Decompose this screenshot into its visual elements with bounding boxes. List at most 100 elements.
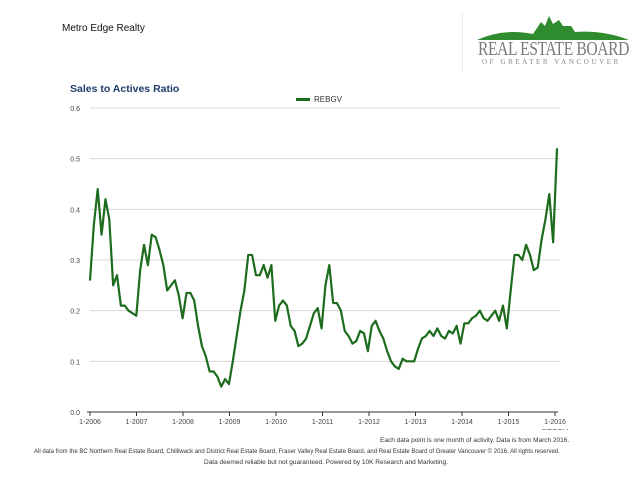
data-point (228, 383, 230, 385)
data-point (255, 274, 257, 276)
y-tick-label: 0.2 (70, 309, 80, 316)
data-point (440, 335, 442, 337)
data-point (498, 320, 500, 322)
x-tick-label: 1-2012 (358, 419, 380, 426)
data-point (413, 360, 415, 362)
data-point (282, 299, 284, 302)
data-point (189, 292, 191, 294)
data-point (336, 302, 338, 304)
x-tick-label: 1-2009 (219, 419, 241, 426)
data-point (517, 254, 520, 256)
data-point (239, 310, 242, 312)
x-tick-label: 1-2008 (172, 419, 194, 426)
data-point (525, 244, 527, 246)
legend: REBGV (296, 95, 342, 104)
data-point (540, 239, 543, 241)
data-point (166, 289, 168, 291)
data-point (290, 325, 292, 327)
data-point (521, 259, 523, 261)
data-point (301, 343, 303, 345)
data-point (378, 330, 381, 332)
data-point (286, 305, 288, 307)
data-point (313, 312, 315, 314)
company-name: Metro Edge Realty (62, 23, 145, 34)
x-tick-label: 1-2011 (312, 419, 333, 426)
data-point (417, 348, 419, 350)
data-point (104, 198, 107, 200)
data-point (394, 365, 396, 367)
rebgv-logo (462, 12, 633, 72)
data-point (405, 360, 408, 362)
data-point (513, 254, 516, 256)
data-point (355, 340, 357, 342)
data-point (382, 337, 384, 340)
data-point (162, 264, 164, 266)
data-point (193, 299, 195, 302)
data-point (463, 322, 465, 324)
footer-disclaimer: Data deemed reliable but not guaranteed.… (204, 459, 448, 466)
data-point (131, 312, 134, 314)
data-point (158, 249, 161, 251)
logo-subtext: OF GREATER VANCOUVER (482, 58, 621, 66)
data-point (340, 310, 342, 312)
data-point (324, 284, 327, 286)
data-point (247, 254, 249, 256)
data-point (182, 317, 184, 319)
data-point (432, 335, 435, 337)
data-point (486, 320, 489, 322)
data-point (112, 284, 114, 286)
data-point (552, 241, 554, 243)
data-point (475, 315, 477, 317)
data-point (494, 310, 496, 312)
footer-note: Each data point is one month of activity… (380, 437, 570, 444)
data-point (124, 305, 126, 307)
skyline-logo-icon (477, 16, 629, 40)
legend-swatch (296, 98, 310, 101)
series-line-rebgv (88, 148, 559, 388)
data-point (139, 269, 141, 271)
data-point (97, 188, 99, 190)
data-point (375, 320, 377, 322)
data-point (251, 254, 253, 256)
data-point (89, 279, 91, 281)
logo-text: REAL ESTATE BOARD (478, 38, 630, 60)
data-point (278, 305, 280, 307)
data-point (232, 360, 234, 362)
data-point (293, 330, 296, 332)
data-point (93, 223, 95, 226)
data-point (220, 386, 222, 388)
data-point (147, 264, 149, 266)
footer-sources: All data from the BC Northern Real Estat… (34, 449, 560, 455)
data-point (347, 335, 350, 337)
x-tick-label: 1-2007 (126, 419, 148, 426)
data-point (332, 302, 334, 304)
data-point (270, 264, 272, 266)
y-tick-label: 0.5 (70, 157, 80, 164)
x-tick-label: 1-2014 (451, 419, 473, 426)
x-tick-label: 1-2013 (405, 419, 427, 426)
x-axis-label: REBGV (542, 427, 568, 430)
data-point (502, 305, 504, 307)
y-tick-label: 0.4 (70, 207, 80, 214)
data-point (367, 350, 369, 352)
data-point (479, 310, 481, 312)
data-point (344, 330, 346, 332)
data-point (216, 375, 218, 378)
data-point (178, 294, 180, 297)
data-point (135, 315, 137, 317)
data-point (510, 289, 512, 291)
data-point (100, 234, 103, 236)
chart-title: Sales to Actives Ratio (70, 83, 180, 95)
data-point (151, 234, 153, 236)
data-point (309, 325, 311, 327)
data-point (429, 330, 431, 332)
data-point (390, 360, 392, 362)
data-point (317, 307, 319, 309)
data-point (425, 335, 427, 337)
data-point (143, 244, 145, 246)
data-point (556, 147, 558, 150)
data-point (263, 264, 265, 266)
data-point (467, 322, 469, 324)
data-point (459, 343, 462, 345)
data-point (483, 317, 485, 319)
